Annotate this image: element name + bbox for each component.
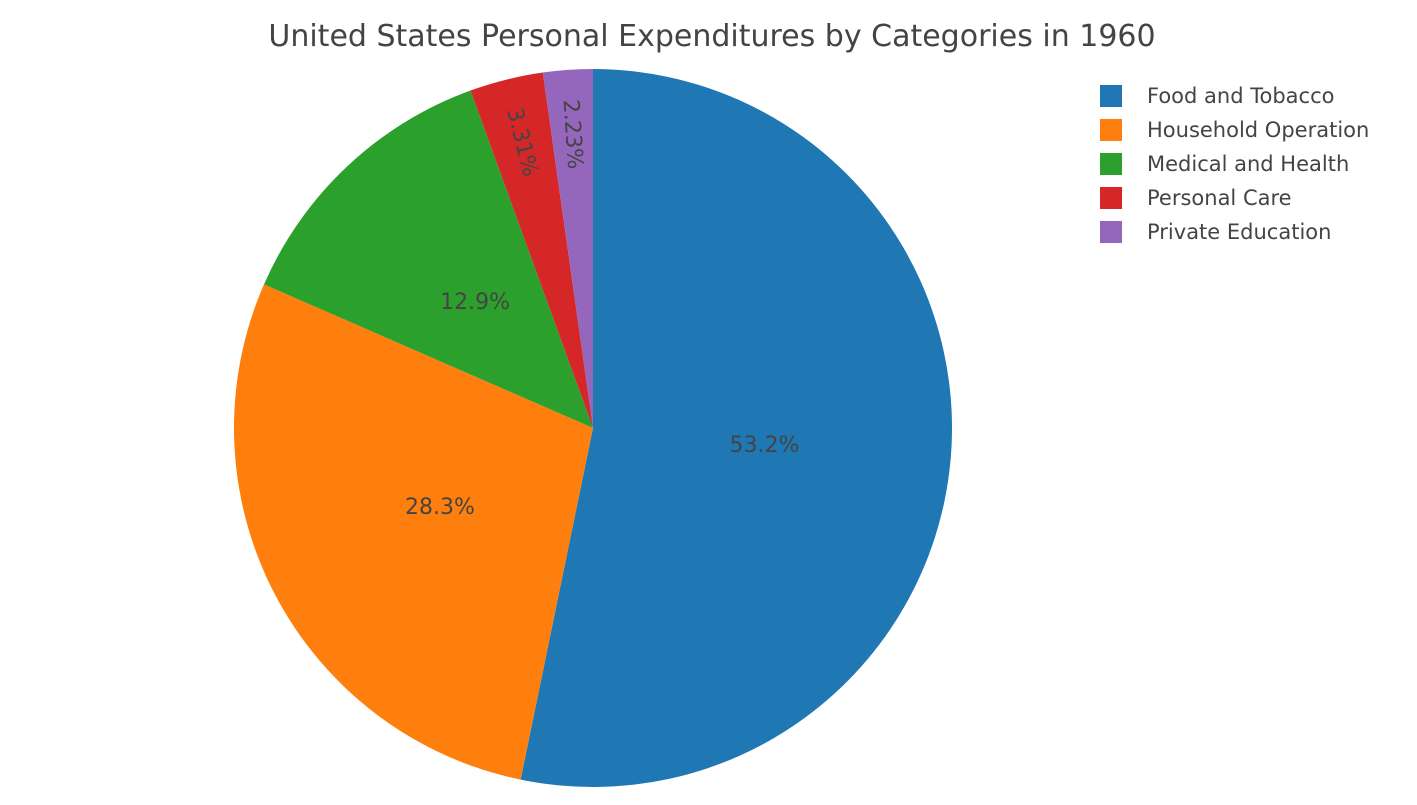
legend-item-personal-care[interactable]: Personal Care: [1100, 186, 1292, 210]
legend-item-medical-and-health[interactable]: Medical and Health: [1100, 152, 1349, 176]
slice-label-medical-and-health: 12.9%: [440, 290, 510, 315]
slice-label-private-education: 2.23%: [557, 99, 587, 170]
pie-slice-food-and-tobacco[interactable]: [520, 69, 952, 787]
legend-item-private-education[interactable]: Private Education: [1100, 220, 1331, 244]
pie-slices: [233, 69, 952, 787]
pie-slice-personal-care[interactable]: [470, 72, 593, 429]
pie-slice-medical-and-health[interactable]: [263, 90, 593, 429]
legend-label-personal-care: Personal Care: [1147, 186, 1292, 210]
pie-slice-private-education[interactable]: [542, 69, 593, 428]
legend-label-private-education: Private Education: [1147, 220, 1331, 244]
legend-label-medical-and-health: Medical and Health: [1147, 152, 1349, 176]
legend-swatch-medical-and-health: [1100, 153, 1122, 175]
slice-label-food-and-tobacco: 53.2%: [729, 433, 799, 458]
slice-label-household-operation: 28.3%: [405, 495, 475, 520]
pie-slice-household-operation[interactable]: [233, 284, 593, 780]
legend-item-household-operation[interactable]: Household Operation: [1100, 118, 1369, 142]
legend-swatch-food-and-tobacco: [1100, 85, 1122, 107]
legend-swatch-personal-care: [1100, 187, 1122, 209]
legend-label-household-operation: Household Operation: [1147, 118, 1369, 142]
legend-swatch-private-education: [1100, 221, 1122, 243]
legend-item-food-and-tobacco[interactable]: Food and Tobacco: [1100, 84, 1334, 108]
legend-swatch-household-operation: [1100, 119, 1122, 141]
legend[interactable]: Food and Tobacco Household Operation Medic…: [1100, 84, 1369, 244]
legend-label-food-and-tobacco: Food and Tobacco: [1147, 84, 1334, 108]
chart-title: United States Personal Expenditures by C…: [268, 19, 1155, 54]
